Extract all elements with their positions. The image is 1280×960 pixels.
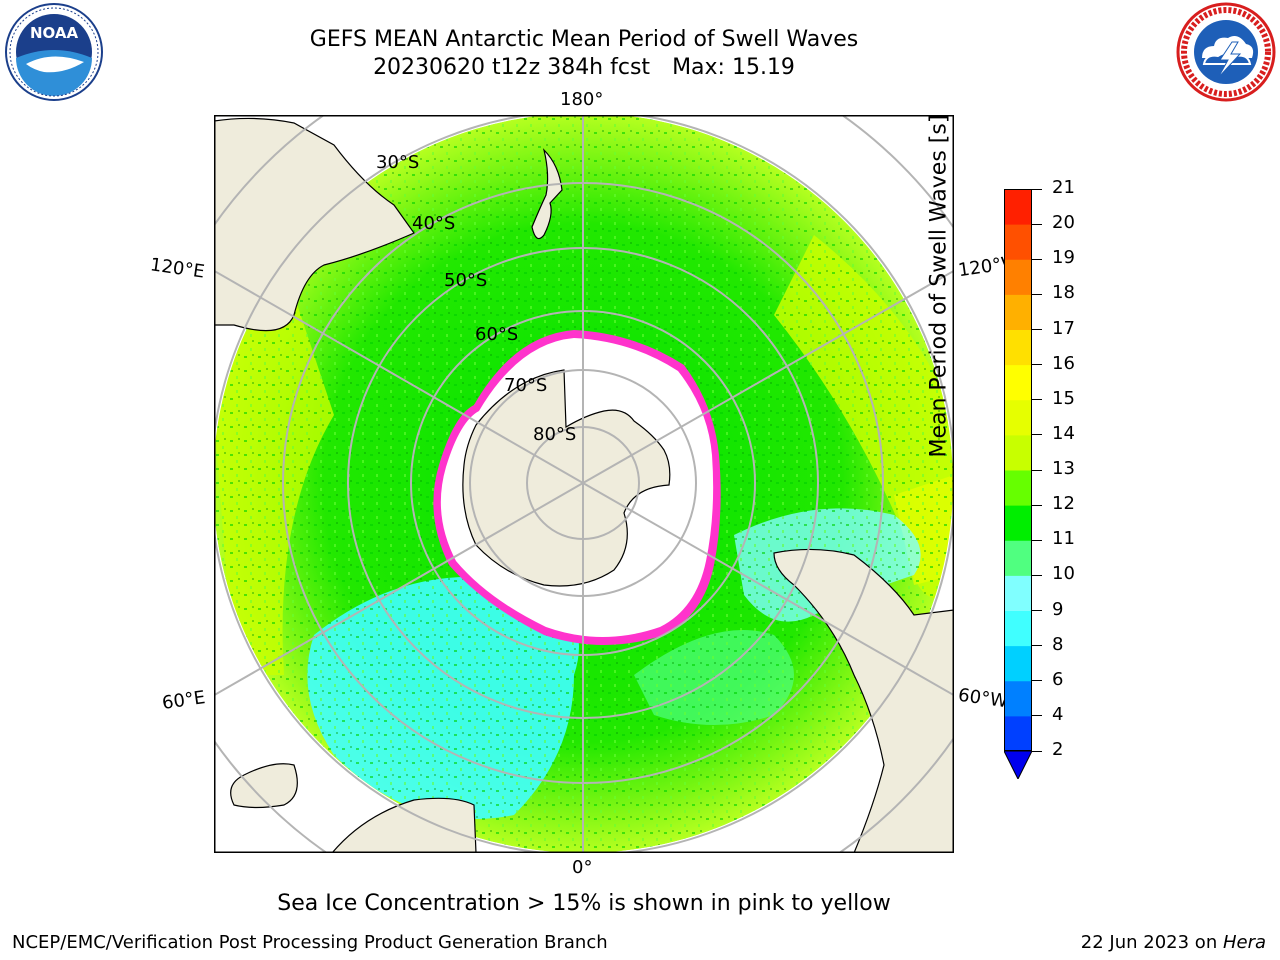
map-frame-border — [214, 115, 954, 853]
colorbar-tick-label: 6 — [1052, 668, 1064, 690]
colorbar-tick-mark — [1032, 223, 1042, 225]
colorbar-swatches — [1003, 189, 1033, 781]
colorbar-tick-mark — [1032, 258, 1042, 260]
lon-label-60w: 60°W — [956, 684, 1009, 713]
map-plot-area — [214, 115, 954, 853]
colorbar-tick-mark — [1032, 610, 1042, 611]
nws-logo — [1176, 2, 1276, 102]
colorbar-tick-label: 2 — [1052, 739, 1064, 760]
colorbar-tick-mark — [1032, 715, 1042, 717]
colorbar-tick-label: 16 — [1052, 352, 1075, 374]
lon-label-180: 180° — [560, 89, 604, 110]
africa-landmass — [331, 797, 477, 853]
new-zealand-landmass — [531, 148, 563, 240]
meridians — [214, 115, 954, 853]
colorbar-tick-label: 18 — [1052, 282, 1075, 304]
colorbar-swatch — [1004, 715, 1032, 752]
colorbar-tick-mark — [1032, 469, 1042, 471]
colorbar-tick-label: 17 — [1052, 317, 1075, 339]
footer-organization: NCEP/EMC/Verification Post Processing Pr… — [12, 932, 608, 953]
colorbar-tick-label: 13 — [1052, 458, 1075, 479]
forecast-date-label: 20230620 t12z 384h fcst — [373, 55, 651, 80]
colorbar-tick-label: 19 — [1052, 247, 1075, 269]
colorbar-tick-mark — [1032, 504, 1042, 506]
noaa-logo: NOAA — [4, 2, 104, 102]
lat-label-60s: 60°S — [475, 324, 519, 345]
sea-ice-note: Sea Ice Concentration > 15% is shown in … — [277, 891, 891, 916]
lon-label-120e: 120°E — [148, 254, 206, 283]
colorbar-tick-mark — [1032, 645, 1042, 647]
colorbar-tick-mark — [1032, 539, 1042, 541]
colorbar-tick-label: 10 — [1052, 563, 1075, 585]
lon-label-60e: 60°E — [160, 687, 207, 714]
lon-label-0: 0° — [572, 857, 593, 878]
colorbar-tick-label: 21 — [1052, 177, 1075, 198]
map-title: GEFS MEAN Antarctic Mean Period of Swell… — [309, 27, 859, 52]
lat-label-30s: 30°S — [376, 152, 420, 173]
colorbar-swatch — [1004, 470, 1032, 506]
colorbar-tick-mark — [1032, 680, 1042, 682]
colorbar-swatch — [1004, 680, 1032, 717]
colorbar-tick-mark — [1032, 188, 1042, 190]
colorbar-swatch — [1004, 540, 1032, 576]
lat-label-70s: 70°S — [504, 375, 548, 396]
colorbar-swatch — [1004, 224, 1032, 260]
colorbar-tick-label: 14 — [1052, 422, 1075, 444]
svg-text:NOAA: NOAA — [30, 24, 79, 42]
colorbar-tick-label: 9 — [1052, 598, 1064, 620]
colorbar-swatch — [1004, 294, 1032, 330]
colorbar-tick-label: 8 — [1052, 633, 1064, 655]
colorbar-swatch — [1004, 645, 1032, 682]
madagascar-landmass — [230, 763, 298, 809]
colorbar-tick-mark — [1032, 364, 1042, 366]
colorbar-swatch — [1004, 399, 1032, 436]
map-subtitle: 20230620 t12z 384h fcst Max: 15.19 — [214, 55, 954, 81]
colorbar-outline — [1004, 189, 1032, 751]
colorbar-swatch — [1004, 189, 1032, 225]
polar-map — [214, 115, 954, 853]
lat-label-80s: 80°S — [533, 424, 577, 445]
colorbar-tick-mark — [1032, 434, 1042, 436]
colorbar-tick-label: 11 — [1052, 528, 1075, 550]
footer-timestamp: 22 Jun 2023 on Hera — [1080, 932, 1266, 953]
colorbar-tick-mark — [1032, 574, 1042, 576]
colorbar-tick-mark — [1032, 399, 1042, 401]
colorbar-tick-label: 20 — [1052, 212, 1075, 234]
colorbar-swatch — [1004, 364, 1032, 401]
colorbar-tick-label: 4 — [1052, 703, 1064, 725]
colorbar-tick-label: 15 — [1052, 387, 1075, 409]
south-america-landmass — [773, 548, 954, 853]
colorbar-swatch — [1004, 610, 1032, 647]
colorbar-swatch — [1004, 505, 1032, 541]
colorbar-swatch — [1004, 434, 1032, 471]
colorbar-tick-mark — [1032, 293, 1042, 295]
australia-landmass — [214, 117, 415, 332]
colorbar-swatch — [1004, 329, 1032, 366]
colorbar — [1003, 189, 1033, 781]
colorbar-label: Mean Period of Swell Waves [s] — [926, 114, 952, 458]
colorbar-tick-label: 12 — [1052, 493, 1075, 515]
lat-label-40s: 40°S — [412, 213, 456, 234]
footer-machine: Hera — [1222, 932, 1266, 953]
colorbar-swatch — [1004, 575, 1032, 611]
colorbar-extend-arrow — [1003, 750, 1033, 781]
lat-label-50s: 50°S — [444, 270, 488, 291]
max-value-label: Max: 15.19 — [672, 55, 795, 80]
colorbar-tick-mark — [1032, 329, 1042, 330]
colorbar-tick-mark — [1032, 750, 1042, 752]
colorbar-swatch — [1004, 259, 1032, 295]
